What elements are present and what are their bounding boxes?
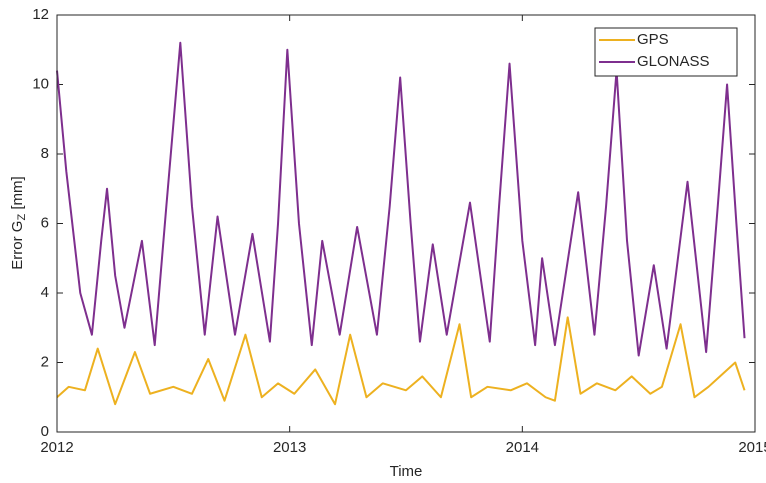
y-label-suffix: [mm] [9,176,26,214]
y-label-main: Error G [9,221,26,270]
x-tick-label: 2015 [738,439,766,456]
y-tick-label: 4 [41,284,49,301]
legend-label: GPS [637,31,669,48]
y-tick-label: 10 [32,75,49,92]
series-line [56,316,746,406]
legend-label: GLONASS [637,53,710,70]
x-axis-label: Time [390,463,423,480]
y-label-subscript: Z [16,214,28,221]
y-tick-label: 2 [41,353,49,370]
y-axis-label: Error GZ [mm] [9,176,28,269]
x-tick-label: 2012 [40,439,73,456]
series-line [56,41,746,357]
y-tick-label: 6 [41,214,49,231]
y-tick-label: 8 [41,145,49,162]
plot-area [57,15,755,432]
y-tick-label: 12 [32,6,49,23]
x-tick-label: 2013 [273,439,306,456]
y-tick-label: 0 [41,423,49,440]
x-tick-label: 2014 [506,439,539,456]
legend-box [594,27,738,77]
axes-box [56,14,756,433]
